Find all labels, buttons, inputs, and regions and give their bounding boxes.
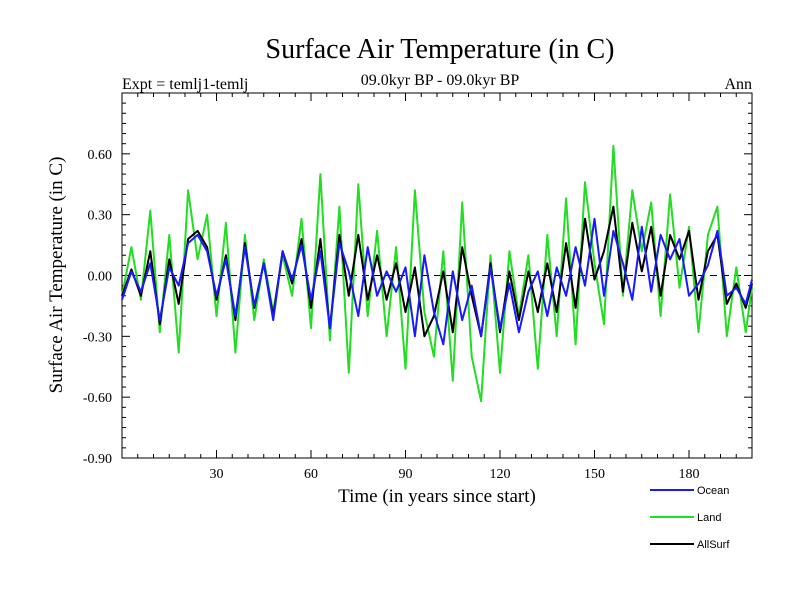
experiment-label: Expt = temlj1-temlj <box>122 76 248 93</box>
y-tick-label: 0.00 <box>88 270 113 285</box>
legend-label-land: Land <box>697 512 721 524</box>
legend-label-ocean: Ocean <box>697 485 729 497</box>
series-lines <box>121 144 753 403</box>
period-label: 09.0kyr BP - 09.0kyr BP <box>361 72 520 89</box>
y-axis-label: Surface Air Temperature (in C) <box>46 157 67 394</box>
legend-label-allsurf: AllSurf <box>697 539 730 551</box>
y-axis-ticks: -0.90 -0.60 -0.30 0.00 0.30 0.60 <box>83 92 752 467</box>
y-tick-label: -0.60 <box>83 391 112 406</box>
chart-title: Surface Air Temperature (in C) <box>266 34 615 65</box>
y-tick-label: 0.60 <box>88 148 113 163</box>
legend: Ocean Land AllSurf <box>650 485 730 551</box>
season-label: Ann <box>724 76 752 93</box>
x-tick-label: 90 <box>399 467 413 482</box>
x-tick-label: 120 <box>490 467 511 482</box>
y-tick-label: -0.30 <box>83 330 112 345</box>
x-tick-label: 30 <box>210 467 224 482</box>
y-tick-label: -0.90 <box>83 452 112 467</box>
series-line-land <box>121 144 753 403</box>
x-tick-label: 180 <box>679 467 700 482</box>
x-axis-label: Time (in years since start) <box>338 486 536 507</box>
x-axis-ticks: 30 60 90 120 150 180 <box>137 93 737 482</box>
x-tick-label: 150 <box>584 467 605 482</box>
x-tick-label: 60 <box>304 467 318 482</box>
series-line-ocean <box>121 217 753 346</box>
y-tick-label: 0.30 <box>88 209 113 224</box>
